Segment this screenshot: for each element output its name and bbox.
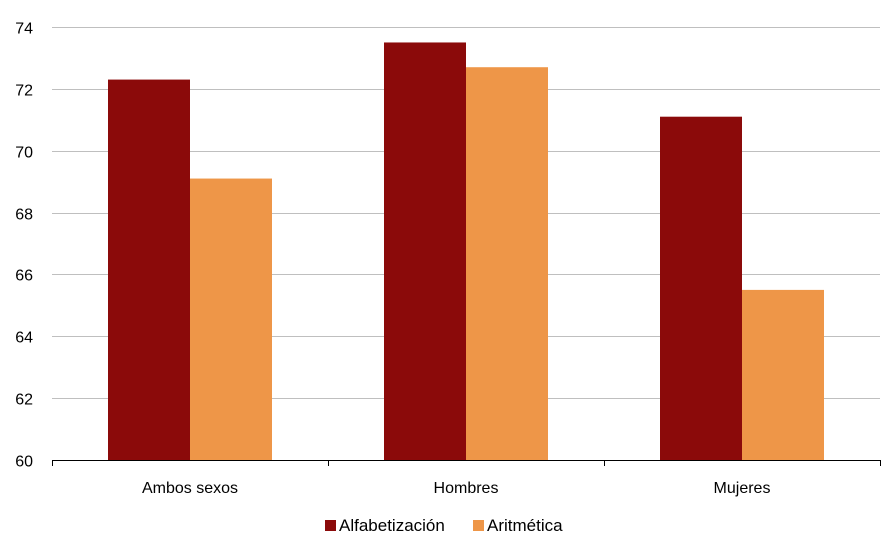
bar xyxy=(742,289,824,460)
bar xyxy=(108,79,190,460)
axes: 60 62 64 66 68 70 72 74 Ambos sexos Hombres Mujere… xyxy=(15,21,881,497)
legend-swatch xyxy=(325,520,336,531)
x-category-label: Ambos sexos xyxy=(142,480,238,497)
bar xyxy=(466,67,548,460)
legend-swatch xyxy=(473,520,484,531)
legend-label: Aritmética xyxy=(487,516,563,535)
x-category-label: Mujeres xyxy=(714,480,771,497)
y-tick-label: 66 xyxy=(15,268,33,285)
legend: Alfabetización Aritmética xyxy=(325,516,563,535)
y-tick-label: 64 xyxy=(15,330,33,347)
y-tick-label: 72 xyxy=(15,83,33,100)
bar xyxy=(660,116,742,460)
y-tick-label: 60 xyxy=(15,454,33,471)
bars xyxy=(108,42,824,461)
y-tick-label: 68 xyxy=(15,207,33,224)
x-category-label: Hombres xyxy=(434,480,499,497)
legend-label: Alfabetización xyxy=(339,516,445,535)
y-tick-label: 62 xyxy=(15,392,33,409)
bar xyxy=(190,178,272,461)
bar xyxy=(384,42,466,460)
y-tick-label: 70 xyxy=(15,145,33,162)
y-tick-label: 74 xyxy=(15,21,33,38)
